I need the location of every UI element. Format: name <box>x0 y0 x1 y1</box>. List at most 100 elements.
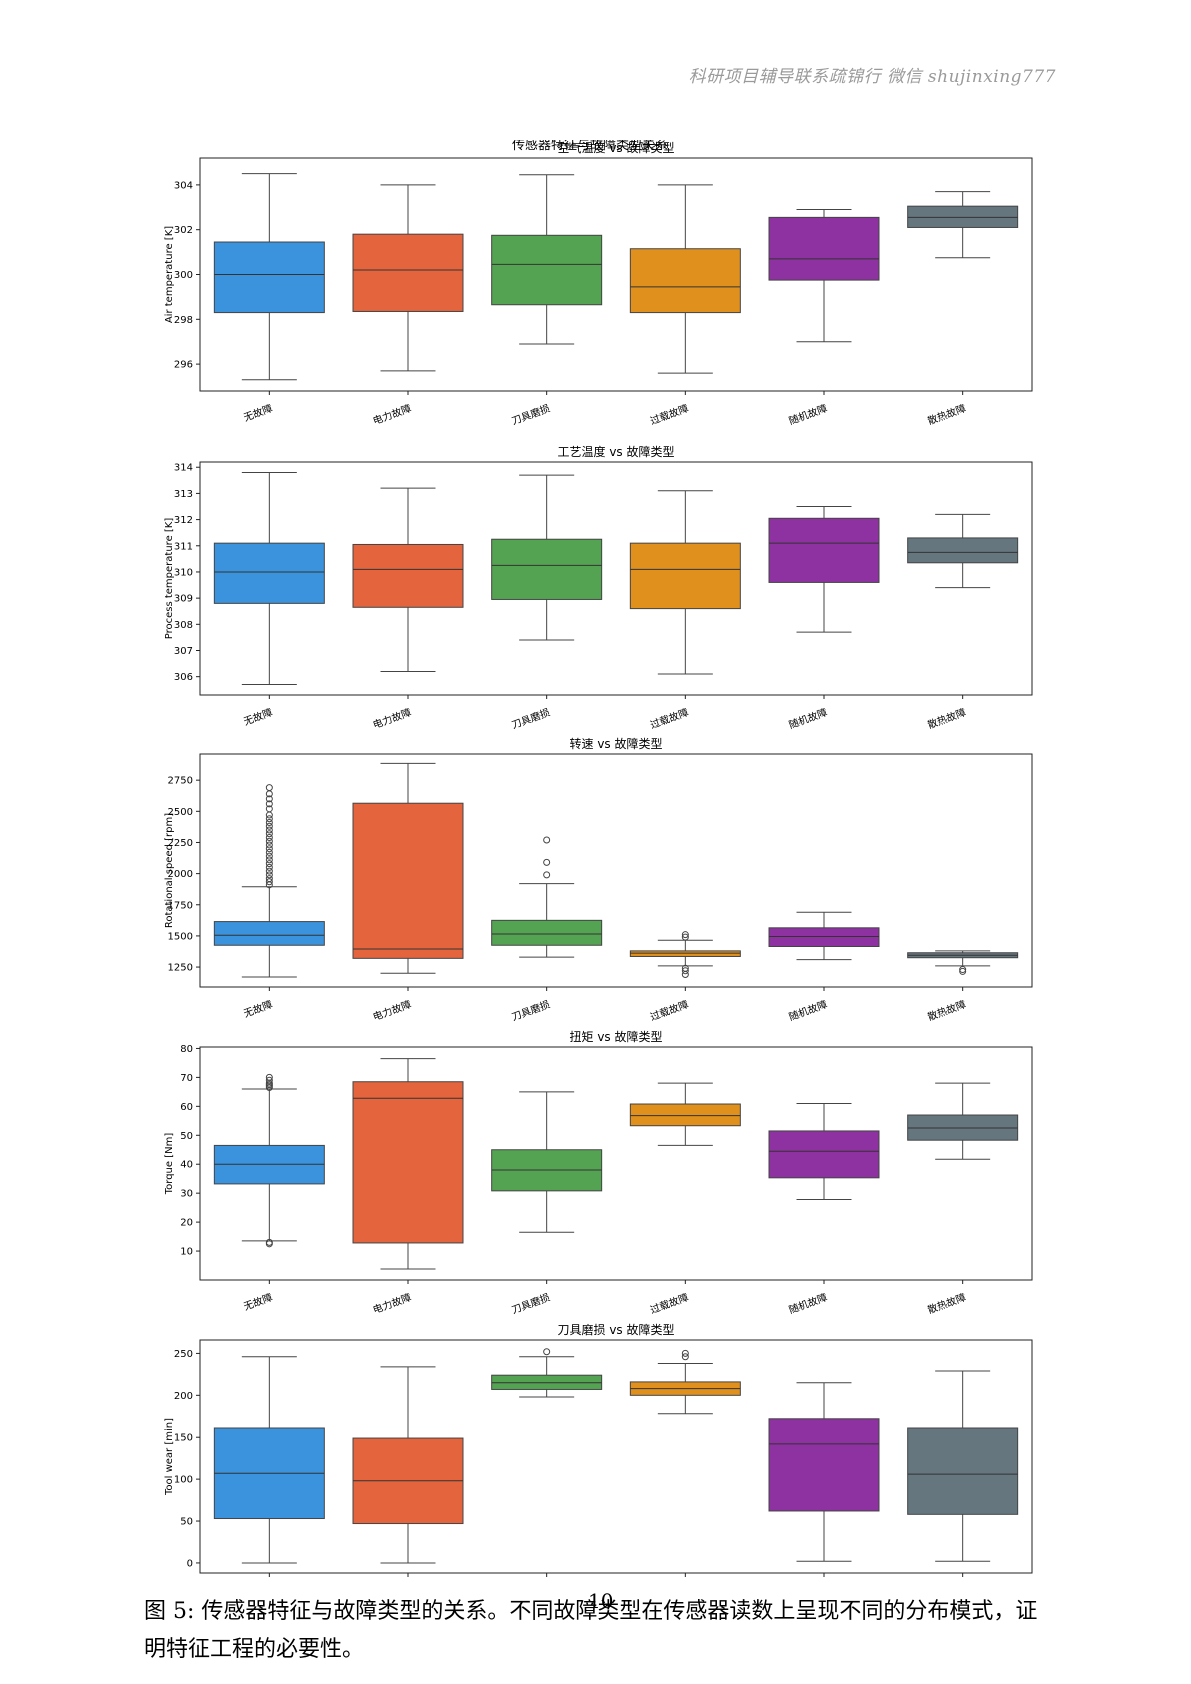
y-tick-label: 30 <box>180 1189 193 1200</box>
x-tick-label: 无故障 <box>242 706 275 728</box>
outlier-point <box>543 858 551 866</box>
y-tick-label: 20 <box>180 1218 193 1229</box>
box-5 <box>768 1102 880 1201</box>
x-tick-label: 无故障 <box>242 402 275 424</box>
outlier-point <box>265 863 273 871</box>
box-1 <box>213 1073 325 1248</box>
y-tick-label: 0 <box>187 1558 193 1569</box>
y-tick-label: 1500 <box>168 931 193 942</box>
outlier-point <box>265 805 273 813</box>
y-tick-label: 100 <box>174 1475 193 1486</box>
figure: 传感器特征与故障类型关系 空气温度 vs 故障类型 296 298 300 302 304… <box>150 140 1045 1580</box>
panel-title: 空气温度 vs 故障类型 <box>558 140 675 155</box>
x-tick-label: 散热故障 <box>926 1291 968 1317</box>
box-body <box>352 543 464 608</box>
outlier-point <box>265 845 273 853</box>
x-tick-label: 刀具磨损 <box>510 998 552 1024</box>
box-1 <box>213 784 325 978</box>
box-body <box>629 542 741 610</box>
outlier-point <box>265 867 273 875</box>
chart-panel-4: 扭矩 vs 故障类型 10 20 30 40 50 60 70 80 Torque [Nm] 无故障… <box>164 1029 1033 1317</box>
box-body <box>629 248 741 314</box>
y-tick-label: 298 <box>174 315 193 326</box>
outlier-point <box>265 860 273 868</box>
box-2 <box>352 184 464 372</box>
x-tick-label: 散热故障 <box>926 706 968 732</box>
outlier-point <box>543 1348 551 1356</box>
y-tick-label: 311 <box>174 541 193 552</box>
box-body <box>907 537 1019 564</box>
outlier-point <box>265 795 273 803</box>
box-body <box>213 921 325 946</box>
y-tick-label: 2500 <box>168 807 193 818</box>
y-tick-label: 308 <box>174 620 193 631</box>
y-axis-label: Air temperature [K] <box>164 226 175 323</box>
box-1 <box>213 1356 325 1564</box>
x-tick-label: 散热故障 <box>926 402 968 428</box>
y-tick-label: 296 <box>174 360 193 371</box>
outlier-point <box>265 784 273 792</box>
box-body <box>213 542 325 604</box>
outlier-point <box>265 856 273 864</box>
outlier-point <box>265 852 273 860</box>
outlier-point <box>265 826 273 834</box>
box-3 <box>491 474 603 641</box>
y-tick-label: 312 <box>174 515 193 526</box>
outlier-point <box>959 966 967 974</box>
box-body <box>907 205 1019 228</box>
box-body <box>491 919 603 946</box>
outlier-point <box>681 1353 689 1361</box>
box-6 <box>907 1370 1019 1562</box>
plot-frame <box>199 753 1033 988</box>
y-tick-label: 302 <box>174 225 193 236</box>
box-body <box>768 1130 880 1179</box>
panel-title: 扭矩 vs 故障类型 <box>570 1029 663 1044</box>
page-header: 科研项目辅导联系疏锦行 微信 shujinxing777 <box>688 67 1056 87</box>
box-5 <box>768 506 880 633</box>
y-tick-label: 2250 <box>168 838 193 849</box>
box-2 <box>352 762 464 974</box>
y-tick-label: 40 <box>180 1160 193 1171</box>
x-tick-label: 无故障 <box>242 998 275 1020</box>
outlier-point <box>543 836 551 844</box>
page-number: 10 <box>588 1589 614 1613</box>
outlier-point <box>265 819 273 827</box>
y-tick-label: 313 <box>174 489 193 500</box>
box-2 <box>352 1366 464 1564</box>
y-tick-label: 250 <box>174 1349 193 1360</box>
x-tick-label: 随机故障 <box>787 706 829 732</box>
x-tick-label: 刀具磨损 <box>510 1291 552 1317</box>
x-tick-label: 无故障 <box>242 1291 275 1313</box>
box-body <box>629 1103 741 1127</box>
box-2 <box>352 1058 464 1270</box>
outlier-point <box>265 1238 273 1246</box>
outlier-point <box>265 822 273 830</box>
outlier-point <box>265 878 273 886</box>
outlier-point <box>265 1073 273 1081</box>
box-body <box>768 1418 880 1512</box>
outlier-point <box>265 1076 273 1084</box>
x-tick-label: 电力故障 <box>371 706 413 732</box>
y-tick-label: 10 <box>180 1247 193 1258</box>
box-body <box>491 234 603 306</box>
box-3 <box>491 1091 603 1233</box>
x-tick-label: 电力故障 <box>371 402 413 428</box>
y-tick-label: 2750 <box>168 776 193 787</box>
x-tick-label: 过载故障 <box>648 706 690 732</box>
y-tick-label: 309 <box>174 594 193 605</box>
y-tick-label: 2000 <box>168 869 193 880</box>
box-6 <box>907 1082 1019 1160</box>
x-tick-label: 随机故障 <box>787 1291 829 1317</box>
box-5 <box>768 1382 880 1562</box>
box-4 <box>629 1082 741 1146</box>
outlier-point <box>681 931 689 939</box>
box-6 <box>907 191 1019 259</box>
box-3 <box>491 1348 603 1398</box>
y-tick-label: 307 <box>174 646 193 657</box>
box-6 <box>907 950 1019 975</box>
box-body <box>352 802 464 959</box>
box-body <box>352 233 464 312</box>
outlier-point <box>681 1349 689 1357</box>
outlier-point <box>681 964 689 972</box>
